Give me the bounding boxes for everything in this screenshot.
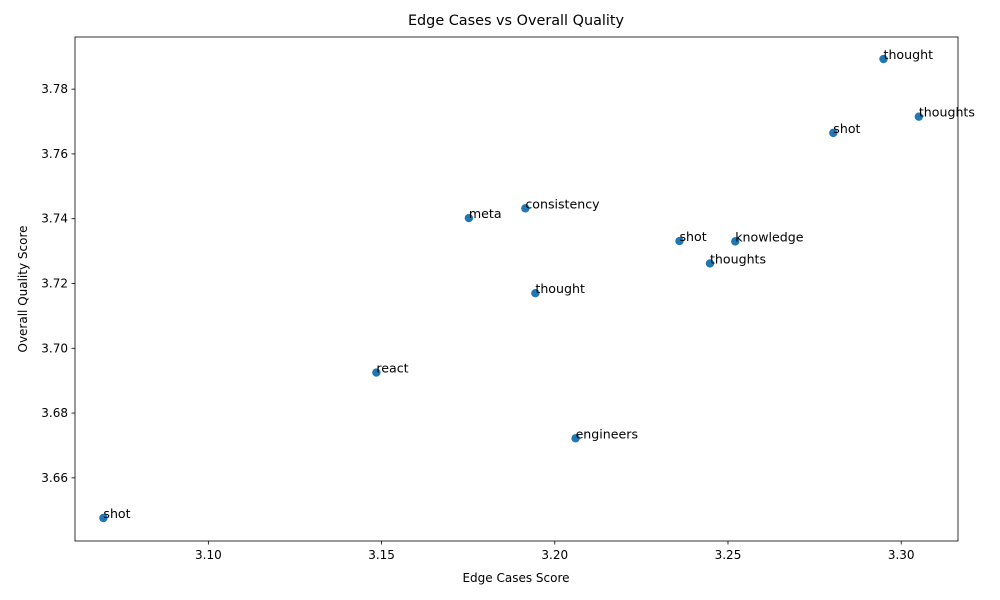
data-point: [731, 237, 740, 246]
data-point: [879, 54, 888, 64]
point-label: knowledge: [735, 229, 804, 244]
point-label: react: [376, 361, 408, 376]
point-label: meta: [469, 206, 502, 221]
y-tick-label: 3.74: [41, 212, 68, 226]
x-axis-label: Edge Cases Score: [462, 571, 569, 585]
point-label: consistency: [525, 196, 600, 211]
y-tick-label: 3.78: [41, 82, 68, 96]
y-tick-label: 3.70: [41, 341, 68, 355]
data-point: [531, 289, 540, 298]
point-label: thought: [884, 47, 934, 62]
x-tick-label: 3.10: [195, 548, 222, 562]
x-tick-label: 3.30: [888, 548, 915, 562]
y-tick-label: 3.76: [41, 147, 68, 161]
y-tick-label: 3.66: [41, 471, 68, 485]
data-point: [675, 236, 684, 246]
x-tick-label: 3.15: [368, 548, 395, 562]
point-label: engineers: [576, 426, 638, 441]
chart-title: Edge Cases vs Overall Quality: [408, 13, 625, 29]
plot-frame: [74, 36, 959, 542]
axis-ticks: 3.10 3.15 3.20 3.25 3.30 3.66 3.68 3.70 3.72 3.74…: [41, 82, 914, 562]
data-points: [99, 54, 924, 523]
data-point: [99, 513, 108, 523]
data-point: [464, 213, 474, 223]
data-point: [914, 112, 924, 121]
data-point: [372, 368, 381, 377]
y-axis-label: Overall Quality Score: [16, 225, 30, 352]
x-tick-label: 3.25: [715, 548, 742, 562]
point-label: shot: [679, 229, 706, 244]
data-point: [705, 259, 715, 268]
point-labels: thought thoughts shot consistency meta shot kn…: [103, 47, 975, 521]
point-label: thought: [535, 281, 585, 296]
data-point: [521, 204, 530, 213]
point-label: thoughts: [919, 105, 975, 120]
point-label: shot: [103, 506, 130, 521]
data-point: [829, 128, 838, 138]
y-tick-label: 3.72: [41, 276, 68, 290]
y-tick-label: 3.68: [41, 406, 68, 420]
point-label: thoughts: [710, 251, 766, 266]
point-label: shot: [833, 121, 860, 136]
data-point: [571, 434, 580, 443]
x-tick-label: 3.20: [541, 548, 568, 562]
